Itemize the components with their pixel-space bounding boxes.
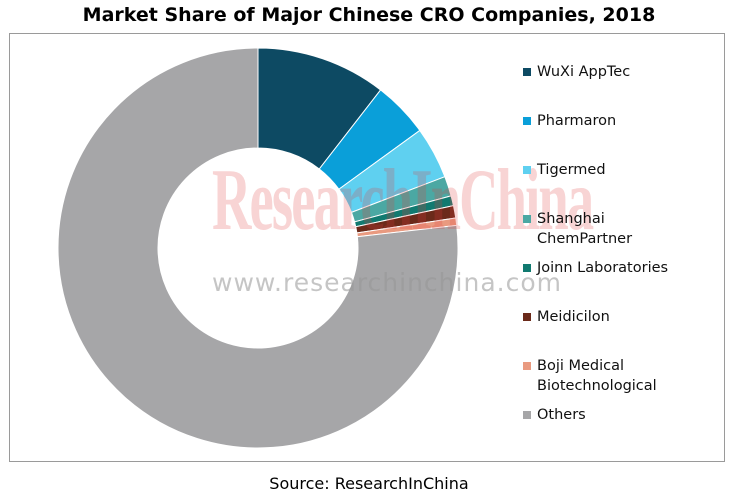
legend-swatch — [523, 215, 531, 223]
legend-swatch — [523, 166, 531, 174]
watermark-url: www.researchinchina.com — [212, 268, 562, 297]
legend-label: Meidicilon — [537, 309, 610, 325]
legend-label: Shanghai ChemPartner — [537, 211, 633, 247]
legend-label: WuXi AppTec — [537, 64, 631, 80]
legend-item: WuXi AppTec — [523, 62, 630, 82]
donut-slices — [57, 47, 459, 449]
donut-slice-7 — [57, 47, 459, 449]
legend-item: Tigermed — [523, 160, 606, 180]
legend-swatch — [523, 117, 531, 125]
legend-item: Shanghai ChemPartner — [523, 209, 632, 249]
legend-label: Pharmaron — [537, 113, 617, 129]
legend-swatch — [523, 313, 531, 321]
legend-label: Boji Medical Biotechnological — [537, 358, 657, 394]
legend-swatch — [523, 362, 531, 370]
legend-swatch — [523, 68, 531, 76]
legend-item: Joinn Laboratories — [523, 258, 668, 278]
legend-item: Meidicilon — [523, 307, 610, 327]
chart-frame — [9, 33, 725, 462]
legend-swatch — [523, 264, 531, 272]
legend-label: Others — [537, 407, 586, 423]
legend-item: Pharmaron — [523, 111, 616, 131]
source-note: Source: ResearchInChina — [269, 474, 469, 493]
legend-swatch — [523, 411, 531, 419]
chart-title: Market Share of Major Chinese CRO Compan… — [82, 4, 656, 26]
legend-label: Tigermed — [537, 162, 606, 178]
legend-label: Joinn Laboratories — [537, 260, 669, 276]
legend-item: Boji Medical Biotechnological — [523, 356, 657, 396]
legend-item: Others — [523, 405, 586, 425]
